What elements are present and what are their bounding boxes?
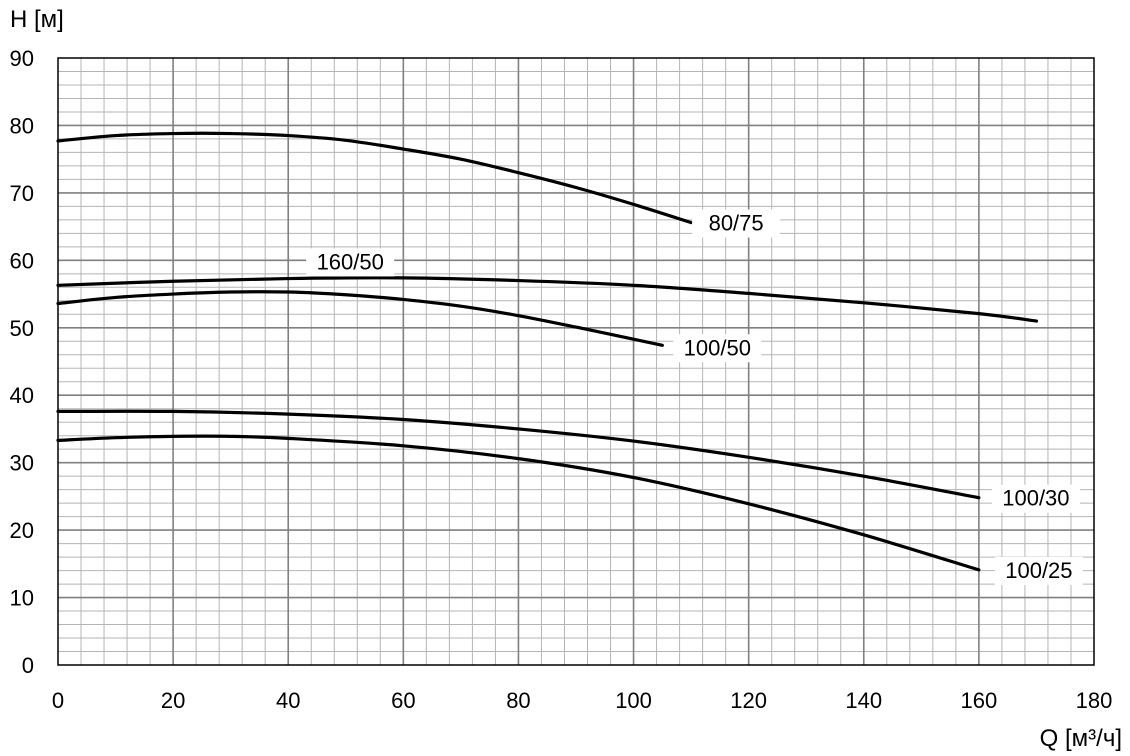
x-tick-label: 40 <box>276 688 300 713</box>
x-tick-label: 0 <box>52 688 64 713</box>
pump-curve-160-50 <box>56 276 1039 323</box>
y-tick-label: 50 <box>10 316 34 341</box>
y-axis-title: H [м] <box>10 6 64 33</box>
series-label-background <box>994 556 1083 585</box>
y-tick-label: 40 <box>10 383 34 408</box>
pump-curve-80-75 <box>56 131 693 225</box>
series-label: 160/50 <box>317 249 384 274</box>
x-tick-labels: 0 20 40 60 80 100 120 140 160 180 <box>52 688 1112 713</box>
y-tick-label: 80 <box>10 113 34 138</box>
y-tick-label: 60 <box>10 248 34 273</box>
x-tick-label: 20 <box>161 688 185 713</box>
series-labels: 80/75 160/50 100/50 100/30 100/25 <box>306 209 1083 585</box>
y-tick-labels: 0 10 20 30 40 50 60 70 80 90 <box>10 46 34 678</box>
series-label-background <box>991 484 1080 513</box>
minor-grid <box>58 58 1094 665</box>
pump-curve-100-30 <box>56 409 981 500</box>
series-label-background <box>692 209 781 238</box>
y-tick-label: 20 <box>10 518 34 543</box>
series-label: 100/50 <box>684 335 751 360</box>
x-tick-label: 180 <box>1076 688 1113 713</box>
series-label-background <box>673 334 762 363</box>
series-label-background <box>306 248 395 277</box>
x-tick-label: 120 <box>730 688 767 713</box>
series-label: 80/75 <box>709 211 764 236</box>
x-tick-label: 100 <box>615 688 652 713</box>
pump-curves <box>56 131 1039 572</box>
x-tick-label: 160 <box>961 688 998 713</box>
y-tick-label: 70 <box>10 181 34 206</box>
x-tick-label: 60 <box>391 688 415 713</box>
series-label: 100/25 <box>1005 558 1072 583</box>
y-tick-label: 30 <box>10 451 34 476</box>
x-tick-label: 140 <box>845 688 882 713</box>
y-tick-label: 90 <box>10 46 34 71</box>
major-grid <box>58 58 1094 665</box>
pump-curve-100-25 <box>56 434 981 572</box>
pump-curve-100-50 <box>56 290 664 347</box>
y-tick-label: 10 <box>10 586 34 611</box>
series-label: 100/30 <box>1002 486 1069 511</box>
x-axis-title: Q [м³/ч] <box>1040 725 1122 752</box>
x-tick-label: 80 <box>506 688 530 713</box>
plot-frame <box>57 57 1095 666</box>
y-tick-label: 0 <box>22 653 34 678</box>
